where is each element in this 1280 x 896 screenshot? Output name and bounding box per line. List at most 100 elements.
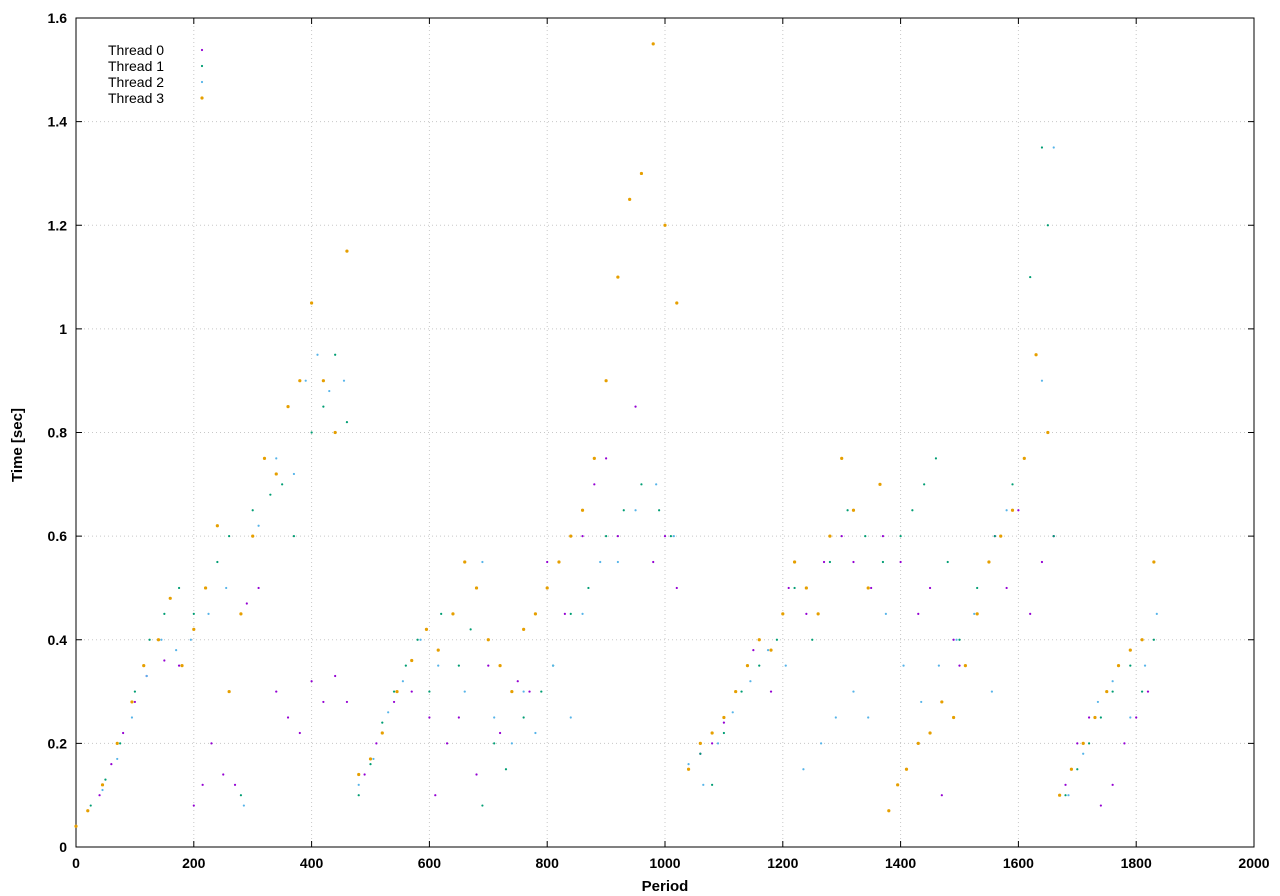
data-point	[904, 767, 909, 771]
data-point	[775, 638, 779, 641]
data-point	[189, 638, 192, 641]
data-point	[740, 690, 743, 693]
data-point	[440, 612, 443, 615]
data-point	[1022, 456, 1026, 461]
data-point	[175, 649, 178, 652]
y-tick-label: 1	[59, 321, 67, 337]
data-point	[1111, 690, 1114, 693]
data-point	[1076, 742, 1079, 745]
data-point	[1058, 793, 1062, 797]
data-point	[628, 197, 632, 201]
data-point	[710, 731, 714, 735]
data-point	[745, 664, 750, 668]
data-point	[89, 804, 92, 807]
data-point	[345, 700, 349, 704]
data-point	[215, 524, 219, 528]
data-point	[1005, 509, 1008, 512]
data-point	[937, 664, 940, 667]
data-point	[177, 586, 181, 590]
data-point	[345, 249, 349, 253]
data-point	[958, 638, 961, 641]
data-point	[698, 741, 702, 745]
data-point	[867, 716, 870, 719]
data-point	[210, 742, 213, 745]
data-point	[281, 483, 284, 486]
data-point	[1034, 353, 1038, 357]
data-point	[1135, 716, 1138, 719]
data-point	[434, 794, 437, 797]
data-point	[372, 757, 375, 761]
data-point	[242, 804, 245, 807]
data-point	[1005, 586, 1008, 590]
data-point	[292, 535, 296, 538]
data-point	[122, 731, 125, 735]
legend-label: Thread 3	[108, 90, 164, 106]
data-point	[928, 586, 932, 590]
data-point	[752, 649, 755, 652]
y-tick-label: 1.2	[48, 217, 68, 233]
data-point	[274, 472, 278, 476]
data-point	[222, 773, 225, 776]
data-point	[100, 783, 105, 787]
data-point	[1046, 430, 1050, 435]
data-point	[593, 483, 596, 486]
x-tick-label: 1200	[767, 855, 798, 871]
data-point	[973, 612, 976, 615]
data-point	[923, 483, 926, 486]
data-point	[133, 690, 136, 693]
data-point	[115, 741, 119, 745]
data-point	[1087, 716, 1091, 719]
data-point	[731, 711, 734, 714]
data-point	[475, 773, 478, 776]
data-point	[1111, 783, 1114, 786]
data-point	[1143, 664, 1147, 667]
data-point	[504, 768, 508, 771]
data-point	[804, 586, 808, 590]
data-point	[239, 794, 243, 797]
data-point	[522, 716, 525, 719]
data-point	[322, 700, 325, 704]
data-point	[675, 301, 679, 305]
data-point	[686, 767, 691, 771]
data-point	[493, 716, 496, 719]
data-point	[834, 716, 837, 719]
data-point	[1152, 560, 1156, 564]
data-point	[864, 535, 867, 538]
data-point	[363, 773, 366, 776]
data-point	[557, 560, 561, 564]
data-point	[419, 638, 422, 641]
data-point	[192, 804, 195, 807]
data-point	[993, 535, 996, 538]
data-point	[990, 690, 993, 693]
data-point	[310, 431, 313, 434]
data-point	[639, 171, 644, 176]
data-point	[424, 627, 429, 631]
data-point	[436, 648, 440, 652]
data-point	[334, 674, 337, 678]
data-point	[934, 457, 938, 460]
data-point	[881, 560, 885, 564]
data-point	[540, 690, 543, 693]
data-point	[640, 483, 643, 486]
data-point	[286, 716, 290, 719]
data-point	[457, 664, 460, 667]
data-point	[451, 612, 455, 616]
data-point	[605, 535, 608, 538]
data-point	[163, 612, 166, 615]
data-point	[604, 379, 608, 383]
data-point	[1040, 146, 1044, 149]
y-axis-title: Time [sec]	[9, 408, 26, 482]
data-point	[1011, 483, 1014, 486]
data-point	[1052, 535, 1055, 538]
data-point	[163, 659, 166, 662]
data-point	[275, 457, 278, 460]
data-point	[587, 586, 590, 590]
data-point	[687, 763, 690, 766]
data-point	[940, 794, 943, 797]
data-point	[581, 535, 584, 538]
data-point	[101, 788, 104, 792]
data-point	[663, 223, 667, 227]
data-point	[463, 690, 466, 693]
data-point	[616, 275, 620, 279]
